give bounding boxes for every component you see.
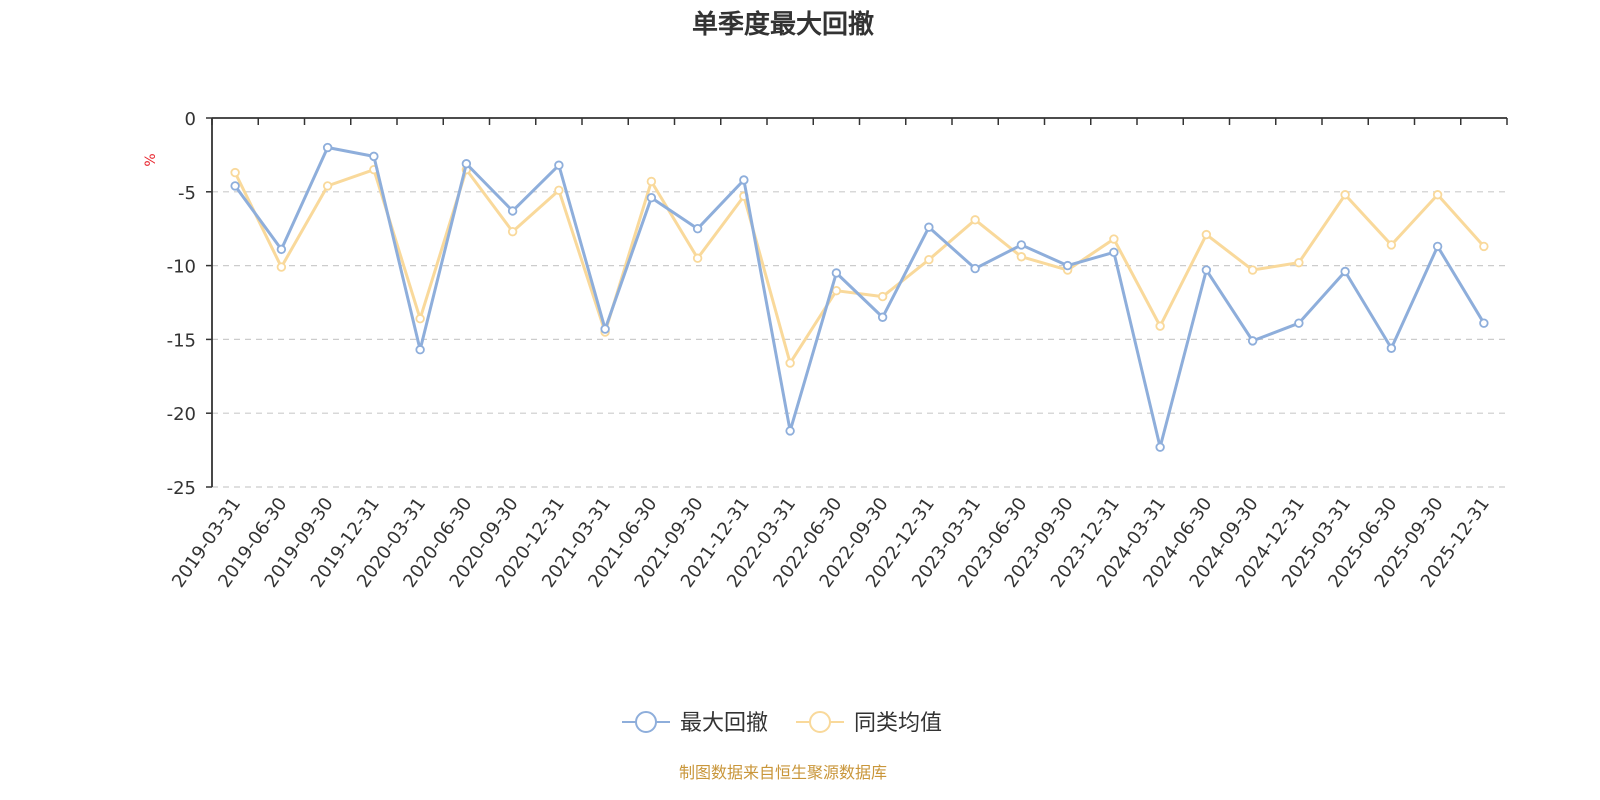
data-point-peer-average bbox=[1016, 252, 1027, 262]
data-point-peer-average bbox=[415, 314, 425, 324]
data-point-peer-average bbox=[1340, 190, 1350, 200]
y-tick-label: 0 bbox=[185, 109, 196, 130]
data-point-peer-average bbox=[322, 181, 333, 191]
y-tick-label: -10 bbox=[167, 257, 196, 278]
data-point-max-drawdown bbox=[1479, 318, 1489, 328]
data-point-peer-average bbox=[1479, 241, 1489, 252]
data-point-max-drawdown bbox=[970, 263, 980, 274]
data-point-peer-average bbox=[646, 176, 657, 187]
data-point-peer-average bbox=[507, 226, 518, 237]
data-point-peer-average bbox=[554, 185, 564, 196]
grid-lines bbox=[212, 191, 1507, 488]
data-point-max-drawdown bbox=[1386, 343, 1397, 353]
data-point-peer-average bbox=[1432, 190, 1443, 200]
data-point-max-drawdown bbox=[1155, 442, 1165, 452]
data-point-max-drawdown bbox=[1016, 240, 1027, 250]
y-axis-unit-label: % bbox=[143, 153, 159, 166]
data-point-max-drawdown bbox=[276, 244, 287, 255]
data-point-peer-average bbox=[1155, 321, 1165, 331]
data-point-peer-average bbox=[692, 253, 703, 263]
data-point-max-drawdown bbox=[1432, 241, 1443, 252]
data-point-max-drawdown bbox=[739, 175, 749, 185]
data-point-max-drawdown bbox=[322, 142, 333, 153]
data-point-max-drawdown bbox=[600, 324, 610, 334]
data-point-max-drawdown bbox=[461, 159, 472, 169]
data-point-peer-average bbox=[1109, 234, 1119, 244]
data-point-max-drawdown bbox=[1294, 318, 1304, 328]
series-lines bbox=[230, 142, 1489, 452]
data-point-peer-average bbox=[785, 358, 795, 368]
data-point-peer-average bbox=[877, 291, 888, 302]
data-point-max-drawdown bbox=[831, 268, 842, 278]
y-tick-label: -20 bbox=[167, 404, 196, 425]
legend-marker-icon bbox=[635, 711, 657, 733]
legend-marker-icon bbox=[809, 711, 831, 733]
chart-title: 单季度最大回撤 bbox=[692, 9, 874, 40]
data-point-max-drawdown bbox=[1109, 247, 1119, 258]
axes: 0-5-10-15-20-252019-03-312019-06-302019-… bbox=[167, 109, 1508, 592]
y-tick-label: -25 bbox=[167, 478, 196, 499]
data-point-peer-average bbox=[1247, 265, 1258, 275]
y-tick-label: -15 bbox=[167, 330, 196, 351]
y-tick-label: -5 bbox=[178, 183, 196, 204]
data-point-max-drawdown bbox=[1201, 265, 1212, 275]
data-point-peer-average bbox=[924, 254, 934, 265]
legend-label: 同类均值 bbox=[854, 711, 942, 736]
legend-item-max-drawdown[interactable]: 最大回撤 bbox=[622, 711, 768, 736]
legend-label: 最大回撤 bbox=[680, 711, 768, 736]
source-note: 制图数据来自恒生聚源数据库 bbox=[679, 763, 887, 782]
data-point-max-drawdown bbox=[924, 222, 934, 232]
data-point-max-drawdown bbox=[1247, 336, 1258, 346]
data-point-peer-average bbox=[276, 262, 287, 272]
data-point-max-drawdown bbox=[415, 345, 425, 355]
data-point-peer-average bbox=[831, 285, 842, 296]
legend-item-peer-average[interactable]: 同类均值 bbox=[796, 711, 942, 736]
data-point-max-drawdown bbox=[507, 206, 518, 216]
series-line-max-drawdown bbox=[233, 146, 1486, 449]
data-point-max-drawdown bbox=[785, 426, 795, 436]
data-point-peer-average bbox=[970, 215, 980, 225]
data-point-peer-average bbox=[1294, 257, 1304, 268]
data-point-max-drawdown bbox=[1062, 260, 1073, 271]
data-point-peer-average bbox=[230, 167, 240, 178]
data-point-max-drawdown bbox=[554, 160, 564, 170]
data-point-max-drawdown bbox=[692, 223, 703, 234]
data-point-max-drawdown bbox=[877, 312, 888, 322]
data-point-peer-average bbox=[1386, 240, 1397, 250]
legend[interactable]: 最大回撤 同类均值 bbox=[622, 711, 942, 736]
data-point-peer-average bbox=[1201, 229, 1212, 240]
data-point-max-drawdown bbox=[369, 151, 379, 162]
data-point-max-drawdown bbox=[230, 181, 240, 191]
data-point-max-drawdown bbox=[1340, 266, 1350, 277]
data-point-max-drawdown bbox=[646, 193, 657, 203]
